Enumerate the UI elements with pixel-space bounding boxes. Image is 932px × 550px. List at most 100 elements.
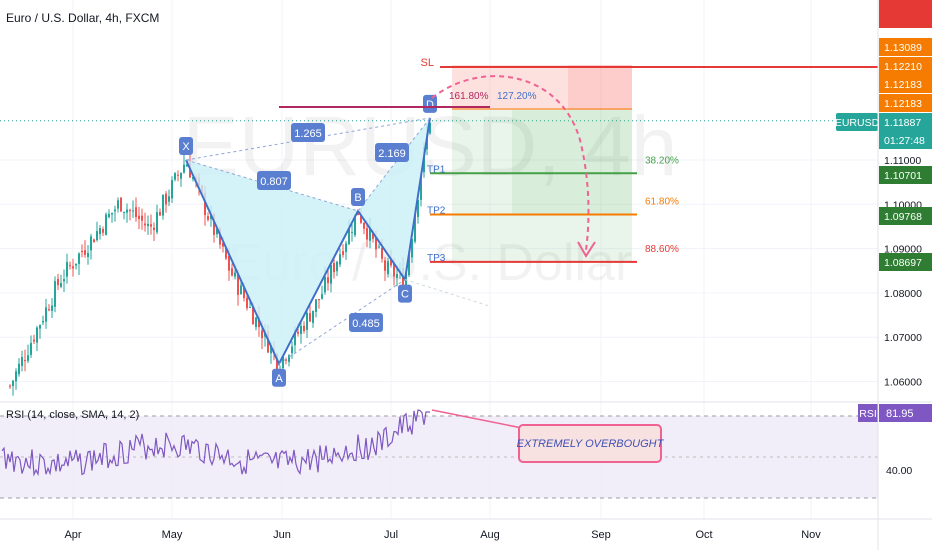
harmonic-pattern: X A B C D 1.265 0.807 2.169 0.485 — [179, 94, 491, 387]
price-tick: 1.09000 — [884, 244, 922, 256]
time-label: Sep — [591, 529, 611, 541]
candle-body — [222, 242, 224, 247]
candle-body — [93, 239, 95, 243]
point-label-a: A — [275, 373, 283, 385]
candle-body — [348, 228, 350, 245]
candle-body — [162, 194, 164, 216]
fib-label-127: 127.20% — [497, 91, 537, 102]
price-tag: 1.13089 — [884, 42, 922, 54]
time-label: Jul — [384, 529, 398, 541]
profit-zone-strong — [512, 110, 632, 215]
ratio-line-ac — [278, 279, 406, 365]
rsi-tag-bg — [858, 404, 878, 422]
time-axis[interactable]: Apr May Jun Jul Aug Sep Oct Nov — [64, 529, 821, 541]
candle-body — [150, 224, 152, 227]
candle-body — [366, 228, 368, 240]
price-tag-top — [879, 0, 932, 28]
candle-body — [72, 266, 74, 269]
candle-body — [420, 175, 422, 200]
candle-body — [144, 223, 146, 226]
candle-body — [51, 305, 53, 311]
rsi-band — [0, 416, 878, 498]
candle-body — [414, 214, 416, 242]
candle-body — [276, 354, 278, 370]
candle-body — [396, 273, 398, 278]
candle-body — [48, 309, 50, 311]
candle-body — [153, 227, 155, 230]
candle-body — [369, 227, 371, 241]
candle-body — [234, 272, 236, 277]
candle-body — [417, 199, 419, 218]
candle-body — [393, 263, 395, 277]
point-badge-c — [398, 284, 412, 303]
candle-body — [342, 251, 344, 255]
candle-body — [291, 346, 293, 354]
price-tick: 1.07000 — [884, 332, 922, 344]
symbol-tag: EURUSD — [835, 117, 880, 129]
candle-body — [99, 228, 101, 235]
candle-body — [174, 173, 176, 180]
candle-body — [108, 213, 110, 218]
candle-body — [375, 237, 377, 250]
candle-body — [231, 268, 233, 276]
ratio-line-bd — [357, 117, 431, 212]
price-tag: 1.12183 — [884, 98, 922, 110]
candle-body — [333, 263, 335, 273]
candle-body — [57, 278, 59, 286]
candle-body — [288, 355, 290, 362]
candle-body — [156, 212, 158, 233]
price-tag-bg — [879, 38, 932, 56]
candle-body — [345, 243, 347, 252]
candle-body — [192, 176, 194, 179]
candle-body — [159, 211, 161, 216]
candle-body — [408, 255, 410, 276]
point-badge-b — [351, 187, 365, 206]
candle-body — [135, 207, 137, 218]
candle-body — [411, 239, 413, 258]
candle-body — [213, 213, 215, 235]
candle-body — [297, 331, 299, 334]
candle-body — [357, 211, 359, 216]
candle-body — [372, 230, 374, 239]
pattern-triangle-xab — [186, 160, 358, 364]
candle-body — [321, 294, 323, 299]
ratio-label: 0.807 — [260, 176, 288, 188]
ratio-badge — [257, 171, 291, 190]
candle-body — [60, 283, 62, 287]
projection-arrow — [431, 75, 590, 251]
point-label-d: D — [426, 99, 434, 111]
candle-body — [33, 339, 35, 342]
candle-body — [327, 277, 329, 284]
candle-body — [15, 371, 17, 382]
price-tag-bg — [879, 75, 932, 93]
price-axis[interactable]: 1.060001.070001.080001.090001.100001.110… — [835, 0, 932, 389]
candle-body — [186, 164, 188, 167]
target-label-2: TP2 — [427, 205, 446, 216]
candle-body — [36, 327, 38, 343]
candle-body — [306, 312, 308, 330]
symbol-tag-bg — [836, 113, 878, 131]
candle-body — [177, 174, 179, 176]
candle-body — [285, 359, 287, 361]
candle-body — [270, 345, 272, 354]
candle-body — [303, 325, 305, 332]
candle-body — [141, 215, 143, 221]
candle-body — [12, 380, 14, 387]
candle-body — [90, 236, 92, 251]
ratio-badge — [291, 123, 325, 142]
candle-body — [225, 247, 227, 259]
candle-body — [114, 209, 116, 212]
candle-body — [75, 263, 77, 266]
point-badge-a — [272, 368, 286, 387]
candle-body — [87, 252, 89, 258]
candle-body — [123, 211, 125, 213]
candle-body — [330, 264, 332, 284]
callout-pointer — [431, 409, 523, 429]
candle-body — [138, 215, 140, 219]
callout-text: EXTREMELY OVERBOUGHT — [517, 438, 665, 450]
point-label-c: C — [401, 289, 409, 301]
point-badge-d — [423, 94, 437, 113]
ratio-label: 1.265 — [294, 128, 322, 140]
candle-body — [9, 385, 11, 387]
